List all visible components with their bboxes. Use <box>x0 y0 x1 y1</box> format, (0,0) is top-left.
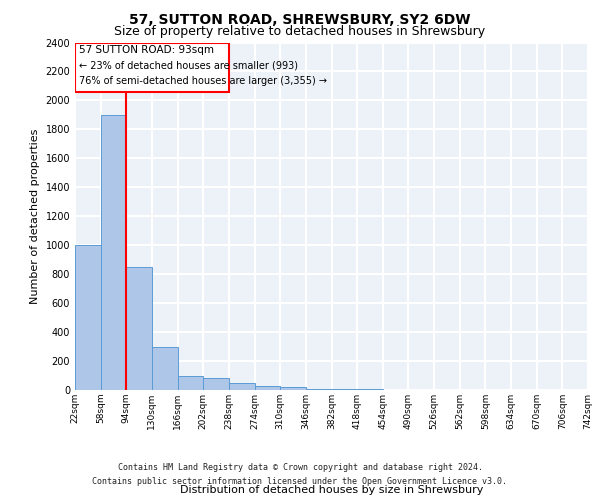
Bar <box>229 383 254 390</box>
Bar <box>127 267 152 390</box>
Text: 76% of semi-detached houses are larger (3,355) →: 76% of semi-detached houses are larger (… <box>79 76 326 86</box>
Text: 57, SUTTON ROAD, SHREWSBURY, SY2 6DW: 57, SUTTON ROAD, SHREWSBURY, SY2 6DW <box>129 12 471 26</box>
Bar <box>101 115 127 390</box>
Text: 57 SUTTON ROAD: 93sqm: 57 SUTTON ROAD: 93sqm <box>79 45 214 55</box>
Text: Contains HM Land Registry data © Crown copyright and database right 2024.: Contains HM Land Registry data © Crown c… <box>118 464 482 472</box>
Bar <box>75 245 101 390</box>
Bar <box>152 346 178 390</box>
Bar <box>254 386 280 390</box>
Bar <box>75 42 229 92</box>
Text: Contains public sector information licensed under the Open Government Licence v3: Contains public sector information licen… <box>92 477 508 486</box>
Text: Size of property relative to detached houses in Shrewsbury: Size of property relative to detached ho… <box>115 25 485 38</box>
Bar <box>178 376 203 390</box>
Bar <box>280 387 306 390</box>
Bar <box>203 378 229 390</box>
X-axis label: Distribution of detached houses by size in Shrewsbury: Distribution of detached houses by size … <box>180 484 483 494</box>
Y-axis label: Number of detached properties: Number of detached properties <box>30 128 40 304</box>
Text: ← 23% of detached houses are smaller (993): ← 23% of detached houses are smaller (99… <box>79 60 298 70</box>
